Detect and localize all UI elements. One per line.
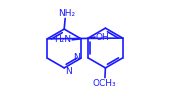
Text: OCH₃: OCH₃: [93, 79, 116, 88]
Text: N: N: [65, 67, 71, 76]
Text: NH₂: NH₂: [58, 9, 75, 18]
Text: N: N: [73, 53, 80, 62]
Text: H₂N: H₂N: [54, 35, 71, 44]
Text: OH: OH: [96, 33, 110, 42]
